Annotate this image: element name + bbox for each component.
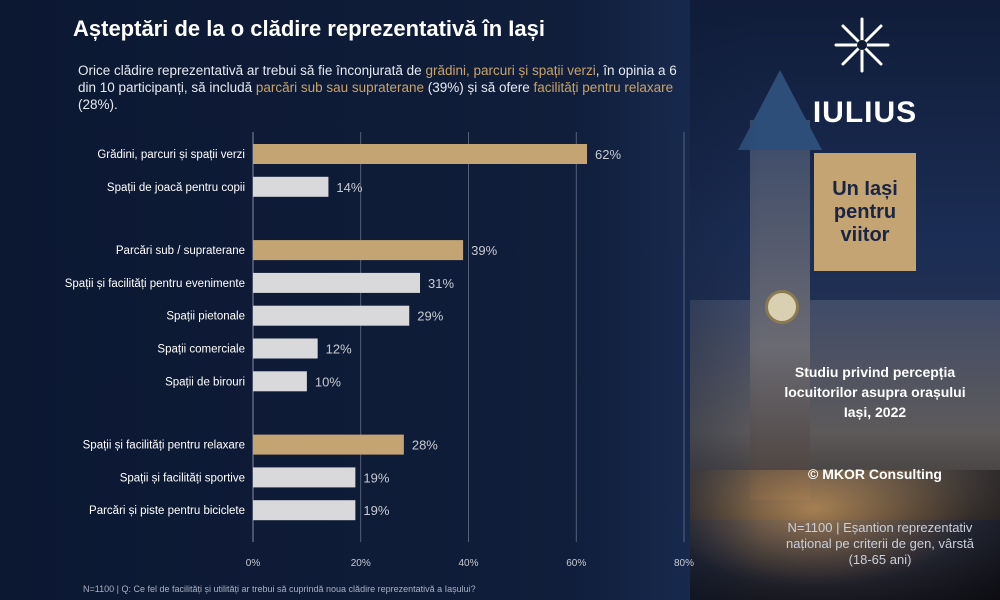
subtitle-highlight-2: parcări sub sau supraterane xyxy=(255,80,424,95)
iulius-logo-icon xyxy=(834,17,890,73)
footnote: N=1100 | Q: Ce fel de facilități și util… xyxy=(83,584,476,594)
category-label: Grădini, parcuri și spații verzi xyxy=(97,149,245,161)
bar xyxy=(253,467,356,488)
subtitle-text-2: , în opinia a 6 din 10 participanți, să … xyxy=(78,63,677,95)
clock-icon xyxy=(765,290,799,324)
page-title: Așteptări de la o clădire reprezentativă… xyxy=(73,16,545,41)
bar xyxy=(253,176,329,197)
subtitle-highlight-1: grădini, parcuri și spații verzi xyxy=(425,63,596,78)
bar xyxy=(253,338,318,359)
data-label: 10% xyxy=(315,374,341,389)
category-label: Spații și facilități pentru evenimente xyxy=(65,278,245,290)
x-tick-label: 80% xyxy=(674,558,694,569)
study-title: Studiu privind percepția locuitorilor as… xyxy=(784,364,966,420)
data-label: 19% xyxy=(363,503,389,518)
x-tick-label: 60% xyxy=(566,558,586,569)
slogan-badge: Un Iași pentru viitor xyxy=(814,153,916,271)
data-label: 12% xyxy=(326,342,352,357)
data-label: 62% xyxy=(595,147,621,162)
category-label: Spații de birouri xyxy=(165,376,245,388)
iulius-logo-text: IULIUS xyxy=(812,96,918,129)
subtitle-text-3: (39%) și să ofere xyxy=(423,80,534,95)
category-label: Spații de joacă pentru copii xyxy=(107,182,245,194)
slogan-text: Un Iași pentru viitor xyxy=(832,177,898,246)
data-label: 29% xyxy=(417,309,443,324)
data-label: 14% xyxy=(336,180,362,195)
x-tick-label: 20% xyxy=(351,558,371,569)
dark-overlay xyxy=(0,0,760,600)
category-label: Parcări sub / supraterane xyxy=(116,245,245,257)
data-label: 19% xyxy=(363,470,389,485)
category-label: Spații și facilități sportive xyxy=(120,472,245,484)
subtitle-text-1: Orice clădire reprezentativă ar trebui s… xyxy=(78,63,426,78)
bar xyxy=(253,272,421,293)
category-label: Spații și facilități pentru relaxare xyxy=(83,440,245,452)
x-tick-label: 40% xyxy=(458,558,478,569)
copyright: © MKOR Consulting xyxy=(808,466,942,482)
bar xyxy=(253,371,307,392)
category-label: Spații pietonale xyxy=(166,311,245,323)
bar xyxy=(253,144,588,164)
sample-note: N=1100 | Eșantion reprezentativ național… xyxy=(786,520,974,567)
data-label: 31% xyxy=(428,276,454,291)
category-label: Spații comerciale xyxy=(157,344,245,356)
bar xyxy=(253,240,464,261)
bar-chart: 0% 20% 40% 60% 80% Grădini, parcuri și spații… xyxy=(65,132,694,569)
category-label: Parcări și piste pentru biciclete xyxy=(89,505,245,517)
bar xyxy=(253,434,404,455)
subtitle: Orice clădire reprezentativă ar trebui s… xyxy=(78,62,698,113)
data-label: 28% xyxy=(412,438,438,453)
subtitle-text-4: (28%). xyxy=(78,97,118,112)
data-label: 39% xyxy=(471,243,497,258)
bar xyxy=(253,305,410,326)
bar xyxy=(253,500,356,521)
x-tick-label: 0% xyxy=(246,558,261,569)
subtitle-highlight-3: facilități pentru relaxare xyxy=(533,80,674,95)
